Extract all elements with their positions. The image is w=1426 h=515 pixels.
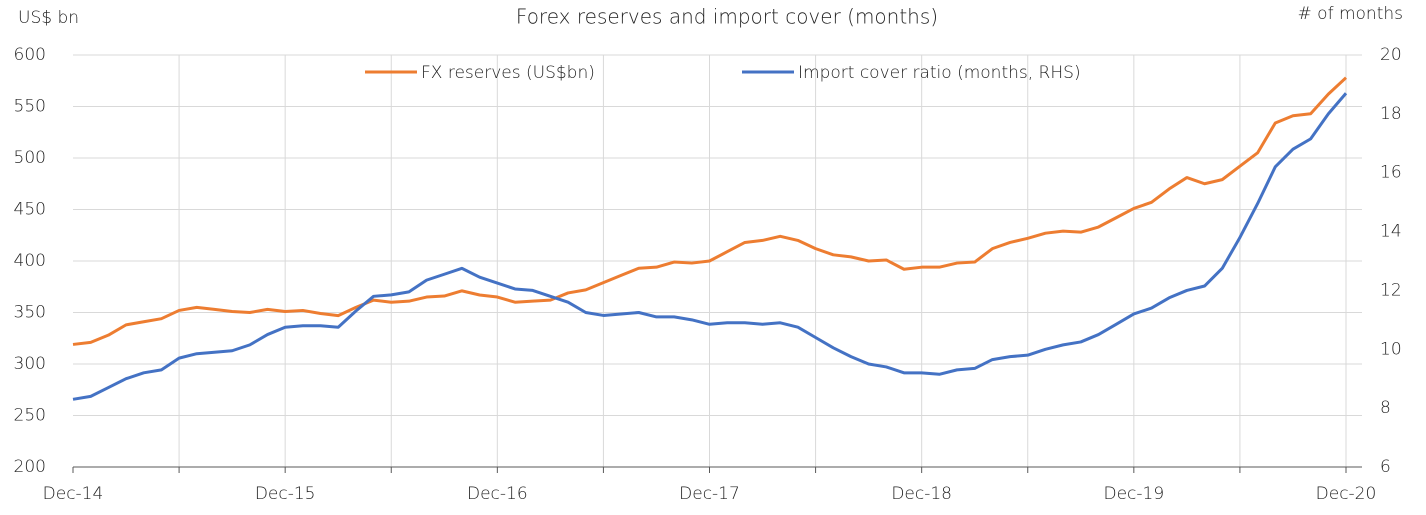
y2-tick-label: 12 [1380, 280, 1402, 300]
x-tick-label: Dec-18 [891, 484, 952, 504]
y-tick-label: 550 [14, 97, 46, 117]
chart-title: Forex reserves and import cover (months) [516, 5, 938, 29]
y-tick-label: 600 [14, 45, 46, 65]
y2-tick-label: 14 [1380, 222, 1402, 242]
x-tick-label: Dec-19 [1103, 484, 1164, 504]
y-tick-label: 500 [14, 148, 46, 168]
y2-tick-label: 10 [1380, 339, 1402, 359]
y-tick-label: 400 [14, 251, 46, 271]
x-tick-label: Dec-16 [467, 484, 528, 504]
y2-tick-label: 16 [1380, 163, 1402, 183]
y-tick-label: 250 [14, 406, 46, 426]
legend-label: FX reserves (US$bn) [421, 63, 595, 83]
x-tick-label: Dec-17 [679, 484, 740, 504]
y-axis-title: US$ bn [18, 8, 79, 28]
y2-tick-label: 20 [1380, 45, 1402, 65]
x-tick-label: Dec-14 [43, 484, 104, 504]
y-tick-label: 450 [14, 200, 46, 220]
x-tick-label: Dec-15 [255, 484, 316, 504]
y2-axis-title: # of months [1298, 4, 1403, 24]
y2-tick-label: 18 [1380, 104, 1402, 124]
legend-label: Import cover ratio (months, RHS) [798, 63, 1081, 83]
y-tick-label: 350 [14, 303, 46, 323]
x-tick-label: Dec-20 [1316, 484, 1377, 504]
series-line [72, 92, 1348, 401]
y2-tick-label: 8 [1380, 398, 1391, 418]
y-tick-label: 200 [14, 457, 46, 477]
y-tick-label: 300 [14, 354, 46, 374]
series-line [72, 76, 1348, 346]
y2-tick-label: 6 [1380, 457, 1391, 477]
